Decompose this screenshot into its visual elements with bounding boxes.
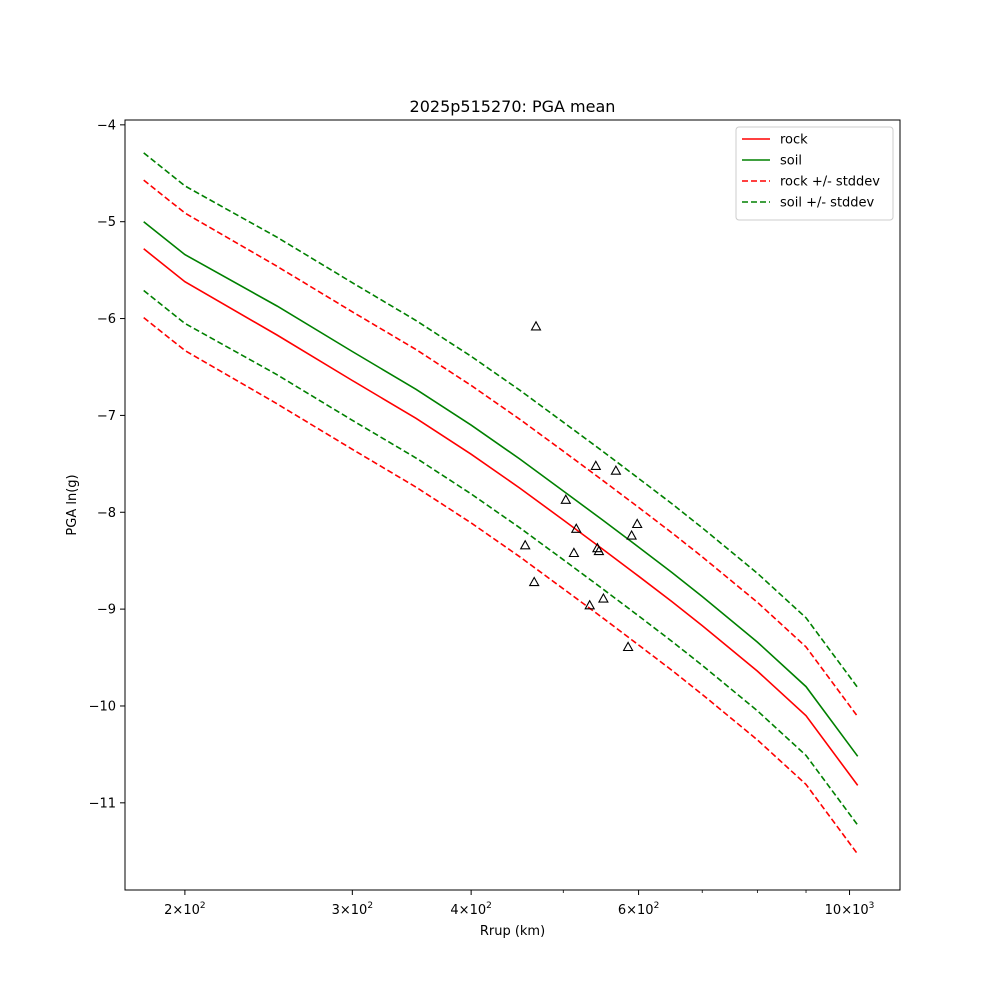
y-tick-label: −11 [89,796,116,811]
x-tick-label: 3×102 [332,901,373,918]
observation-point [530,320,542,331]
y-tick-label: −8 [97,506,116,521]
observation-point [568,547,580,558]
x-axis-ticks: 2×102 3×102 4×102 6×102 10×103 [164,890,874,918]
y-tick-label: −10 [89,699,116,714]
observation-point [626,529,638,540]
y-tick-label: −4 [97,118,116,133]
x-tick-label: 10×103 [825,901,875,918]
y-axis-label: PGA ln(g) [65,474,80,535]
observation-point [593,545,605,556]
plot-frame [124,119,901,891]
legend: rock soil rock +/- stddev soil +/- stddev [735,126,894,221]
legend-label: soil [780,154,802,169]
observation-point [528,576,540,587]
observation-point [610,464,622,475]
observation-point [584,599,596,610]
y-tick-label: −7 [97,409,116,424]
chart-title: 2025p515270: PGA mean [410,97,616,116]
series-line-1 [143,221,859,757]
observation-point [570,523,582,533]
y-tick-label: −9 [97,603,116,618]
series-line-4 [143,152,859,689]
legend-label: soil +/- stddev [780,196,875,211]
y-axis-ticks: −4 −5 −6 −7 −8 −9 −10 −11 [89,118,125,811]
y-tick-label: −5 [97,215,116,230]
observation-point [519,539,531,550]
observation-point [622,641,634,652]
observation-point [560,494,572,504]
observation-point [597,592,609,603]
observation-point [631,518,643,529]
legend-box [735,126,894,221]
series-lines [143,152,859,855]
x-tick-label: 6×102 [618,901,659,918]
x-tick-label: 4×102 [450,901,491,918]
observation-point [590,460,602,470]
x-axis-label: Rrup (km) [480,924,545,939]
series-line-0 [143,248,859,786]
legend-label: rock +/- stddev [780,175,880,190]
series-line-5 [143,289,859,826]
legend-label: rock [780,133,808,148]
y-tick-label: −6 [97,312,116,327]
observation-points [519,320,643,652]
series-line-3 [143,316,859,855]
series-line-2 [143,179,859,718]
x-tick-label: 2×102 [164,901,205,918]
